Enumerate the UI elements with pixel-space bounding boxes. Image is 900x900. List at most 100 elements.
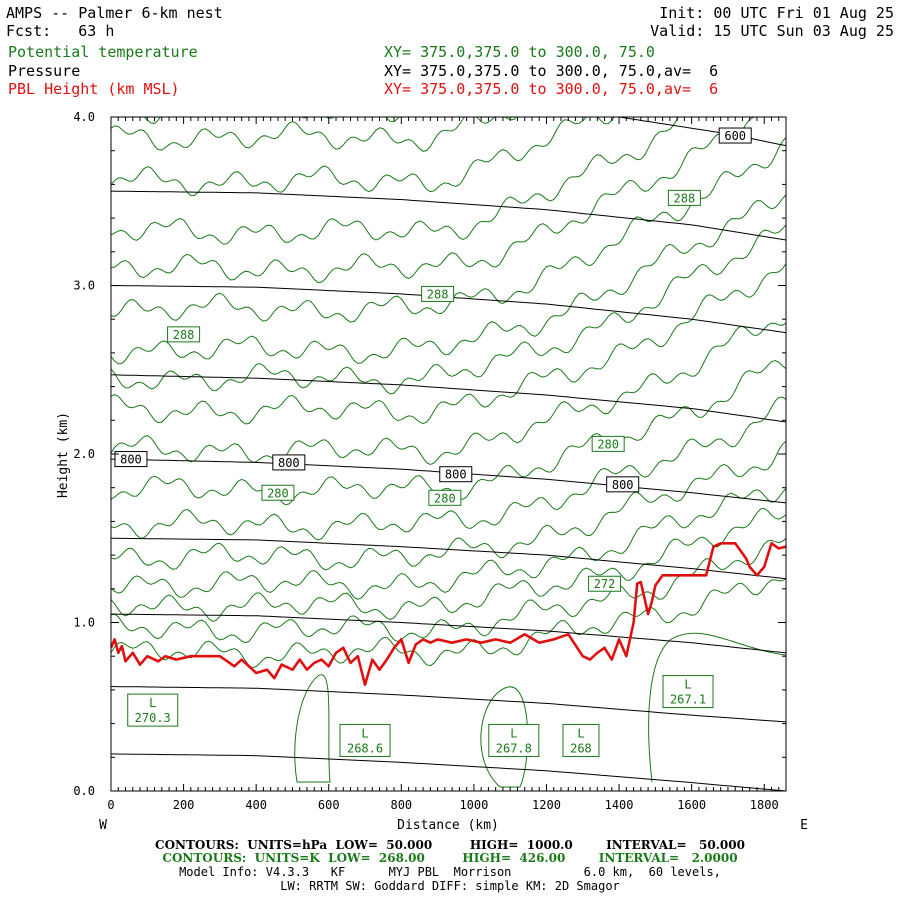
theta-label-box	[591, 435, 625, 452]
theta-low-value: 267.8	[496, 741, 532, 755]
y-tick-label: 2.0	[73, 447, 95, 461]
x-axis-west-label: W	[99, 818, 107, 833]
pressure-contour	[111, 686, 786, 723]
pbl-height-line	[111, 541, 786, 687]
theta-contour	[111, 117, 615, 197]
x-tick-label: 1400	[605, 798, 634, 812]
theta-contour	[111, 322, 786, 466]
theta-low-value: 268	[570, 741, 592, 755]
theta-label: 280	[597, 437, 619, 451]
theta-low-letter: L	[577, 726, 584, 740]
valid-time: Valid: 15 UTC Sun 03 Aug 25	[650, 22, 894, 40]
theta-label-box	[588, 575, 622, 592]
y-tick-label: 3.0	[73, 279, 95, 293]
pressure-label-box	[718, 127, 752, 144]
footer-physics-info: LW: RRTM SW: Goddard DIFF: simple KM: 2D…	[280, 879, 620, 893]
x-tick-label: 1000	[459, 798, 488, 812]
theta-low-box	[339, 723, 391, 757]
pressure-contour	[111, 374, 786, 423]
theta-label-box	[421, 285, 455, 302]
theta-contours	[111, 0, 786, 788]
xsection-coords-pressure: XY= 375.0,375.0 to 300.0, 75.0,av= 6	[384, 62, 719, 80]
init-time: Init: 00 UTC Fri 01 Aug 25	[659, 4, 894, 22]
theta-contour	[111, 0, 786, 72]
pressure-label-box	[439, 466, 473, 483]
theta-low-box	[127, 693, 179, 727]
field-pressure: Pressure	[8, 62, 81, 80]
x-tick-label: 200	[173, 798, 195, 812]
forecast-hour: Fcst: 63 h	[6, 22, 115, 40]
pressure-label: 800	[120, 453, 142, 467]
x-axis-label: Distance (km)	[397, 818, 499, 833]
theta-low-letter: L	[684, 678, 691, 692]
y-tick-label: 0.0	[73, 784, 95, 798]
chart-title: AMPS -- Palmer 6-km nest	[6, 4, 223, 22]
theta-contour	[143, 117, 400, 124]
pressure-contour	[111, 190, 786, 241]
theta-low-box	[562, 723, 600, 757]
theta-low-value: 270.3	[135, 711, 171, 725]
theta-contour	[111, 117, 517, 152]
theta-low-value: 267.1	[670, 693, 706, 707]
theta-low-contour	[294, 674, 331, 783]
pressure-label: 600	[724, 129, 746, 143]
theta-low-box	[662, 675, 714, 709]
theta-contour	[111, 507, 786, 622]
theta-contour	[111, 117, 758, 284]
x-tick-label: 1600	[677, 798, 706, 812]
xsection-coords-pbl: XY= 375.0,375.0 to 300.0, 75.0,av= 6	[384, 80, 719, 98]
theta-contour	[111, 487, 786, 600]
field-potential-temperature: Potential temperature	[8, 43, 198, 61]
theta-contour	[111, 117, 680, 245]
pressure-label-box	[272, 454, 306, 471]
x-tick-label: 1200	[532, 798, 561, 812]
y-axis-label: Height (km)	[56, 412, 71, 498]
theta-label-box	[261, 484, 295, 501]
theta-label-box	[167, 326, 201, 343]
pressure-label-box	[114, 451, 148, 468]
xsection-coords-theta: XY= 375.0,375.0 to 300.0, 75.0	[384, 43, 655, 61]
theta-low-value: 268.6	[347, 741, 383, 755]
x-axis-east-label: E	[800, 818, 808, 833]
pbl-height-series	[111, 541, 786, 687]
pressure-label-box	[606, 476, 640, 493]
pressure-label: 800	[278, 456, 300, 470]
theta-low-contour	[480, 686, 529, 788]
theta-label: 288	[427, 287, 449, 301]
y-tick-label: 1.0	[73, 616, 95, 630]
theta-contour	[111, 194, 786, 365]
theta-low-box	[488, 723, 540, 757]
theta-contour	[111, 0, 786, 99]
theta-low-letter: L	[149, 696, 156, 710]
pressure-contour	[111, 537, 786, 580]
footer-pressure-contours: CONTOURS: UNITS=hPa LOW= 50.000 HIGH= 10…	[155, 838, 745, 852]
theta-label-box	[428, 489, 462, 506]
x-tick-label: 0	[107, 798, 114, 812]
pressure-contour	[111, 753, 786, 791]
theta-label: 288	[173, 328, 195, 342]
pressure-contour	[111, 613, 786, 654]
pressure-label: 800	[445, 468, 467, 482]
theta-low-letter: L	[510, 726, 517, 740]
theta-contour	[111, 396, 786, 541]
theta-label-box	[667, 189, 701, 206]
theta-contour	[111, 578, 786, 669]
theta-low-letter: L	[361, 726, 368, 740]
footer-model-info: Model Info: V4.3.3 KF MYJ PBL Morrison 6…	[179, 865, 721, 879]
pressure-label: 800	[612, 478, 634, 492]
theta-low-contour	[648, 632, 786, 783]
theta-contour	[111, 537, 786, 644]
theta-contour	[111, 224, 786, 395]
theta-label: 272	[594, 577, 616, 591]
x-tick-label: 400	[245, 798, 267, 812]
field-pbl-height: PBL Height (km MSL)	[8, 80, 180, 98]
x-tick-label: 1800	[750, 798, 779, 812]
theta-label: 280	[267, 486, 289, 500]
theta-contour	[111, 441, 786, 571]
x-tick-label: 800	[390, 798, 412, 812]
theta-contour	[111, 359, 786, 506]
theta-contour	[111, 263, 786, 425]
footer-theta-contours: CONTOURS: UNITS=K LOW= 268.00 HIGH= 426.…	[162, 851, 738, 865]
